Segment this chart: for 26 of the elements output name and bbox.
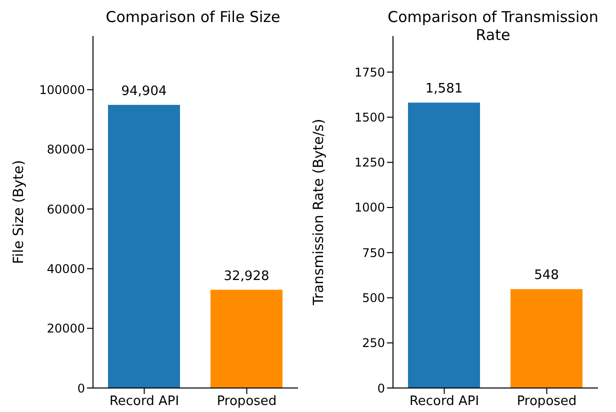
y-tick-label: 500 (362, 291, 385, 306)
y-tick-label: 0 (77, 381, 85, 396)
data-label: 1,581 (425, 82, 463, 97)
y-tick-label: 1250 (354, 156, 385, 170)
x-tick-label: Proposed (516, 394, 577, 410)
y-axis-title: Transmission Rate (Byte/s) (310, 118, 327, 306)
y-tick-label: 80000 (46, 142, 85, 157)
x-tick-label: Record API (109, 394, 180, 410)
chart-title: Comparison of Transmission Rate (386, 8, 600, 44)
y-tick-label: 1500 (354, 110, 385, 124)
data-label: 32,928 (224, 268, 270, 284)
y-tick-label: 0 (377, 381, 385, 396)
y-tick-label: 750 (362, 246, 385, 260)
y-tick-label: 1000 (354, 200, 385, 215)
y-tick-label: 60000 (46, 202, 85, 216)
y-tick-label: 250 (362, 336, 385, 350)
x-tick-label: Proposed (216, 394, 277, 410)
y-axis-title: File Size (Byte) (10, 160, 27, 264)
data-label: 548 (534, 268, 559, 284)
y-tick-label: 1750 (354, 65, 385, 80)
x-tick-label: Record API (409, 394, 480, 410)
y-tick-label: 20000 (46, 322, 85, 336)
data-label: 94,904 (121, 84, 167, 99)
y-tick-label: 40000 (46, 262, 85, 276)
y-tick-label: 100000 (39, 82, 85, 97)
chart-title: Comparison of File Size (104, 8, 282, 28)
